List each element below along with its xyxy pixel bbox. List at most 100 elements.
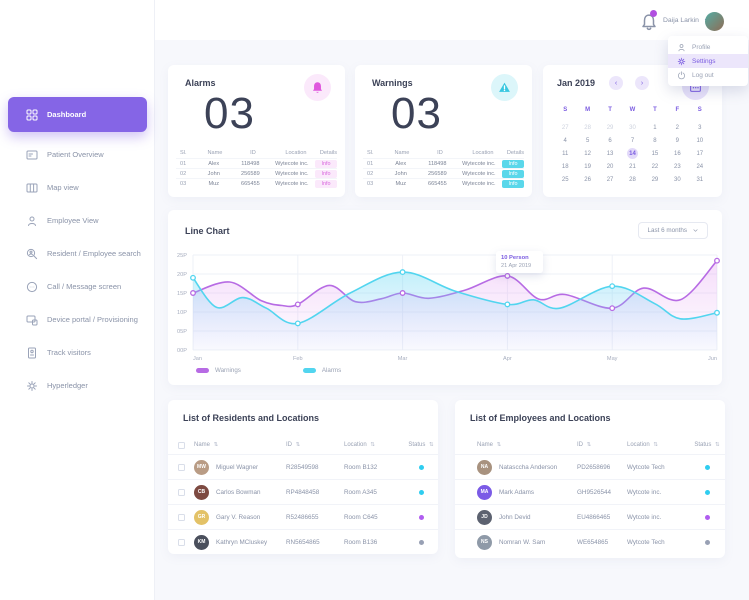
calendar-day[interactable]: 6 xyxy=(608,137,612,144)
calendar-day[interactable]: 30 xyxy=(629,124,636,131)
calendar-day[interactable]: 8 xyxy=(653,137,657,144)
mini-cell: Muz xyxy=(395,180,407,187)
select-all-checkbox[interactable] xyxy=(177,441,185,449)
calendar-day[interactable]: 27 xyxy=(606,176,614,183)
column-header-id[interactable]: ID ⇅ xyxy=(286,442,301,448)
row-checkbox[interactable] xyxy=(177,538,185,546)
details-cell: Info xyxy=(314,179,337,188)
calendar-day[interactable]: 29 xyxy=(651,176,659,183)
calendar-day[interactable]: 16 xyxy=(674,150,681,157)
menu-item-log-out[interactable]: Log out xyxy=(668,68,748,82)
user-avatar[interactable] xyxy=(705,12,724,31)
warnings-table: Sl. Name ID Location Details 01 Alex 118498 Wyte… xyxy=(363,148,524,188)
calendar-day[interactable]: 20 xyxy=(606,163,614,170)
calendar-next-button[interactable]: › xyxy=(635,76,649,90)
calendar-day[interactable]: 9 xyxy=(675,137,680,144)
calendar-day[interactable]: 1 xyxy=(653,124,657,131)
row-checkbox[interactable] xyxy=(177,513,185,521)
info-badge[interactable]: Info xyxy=(501,169,524,178)
mini-cell: 665455 xyxy=(428,180,447,187)
sort-icon[interactable]: ⇅ xyxy=(295,442,301,448)
info-badge[interactable]: Info xyxy=(501,159,524,168)
sidebar-item-track-visitors[interactable]: Track visitors xyxy=(0,336,155,369)
column-header-id[interactable]: ID ⇅ xyxy=(577,442,592,448)
calendar-day[interactable]: 27 xyxy=(561,124,569,131)
sidebar-item-dashboard[interactable]: Dashboard xyxy=(8,97,147,132)
calendar-day[interactable]: 13 xyxy=(606,150,614,157)
status-dot[interactable] xyxy=(418,514,424,520)
calendar-day[interactable]: 5 xyxy=(585,137,590,144)
status-dot[interactable] xyxy=(418,539,424,545)
row-checkbox[interactable] xyxy=(177,488,185,496)
column-header-status[interactable]: Status ⇅ xyxy=(689,442,725,448)
calendar-day[interactable]: 29 xyxy=(606,124,614,131)
info-badge[interactable]: Info xyxy=(501,179,524,188)
calendar-day[interactable]: 22 xyxy=(651,163,659,170)
calendar-day[interactable]: 31 xyxy=(696,176,704,183)
search-person-icon xyxy=(26,248,38,260)
calendar-day[interactable]: 18 xyxy=(561,163,569,170)
sidebar-item-employee-view[interactable]: Employee View xyxy=(0,204,155,237)
menu-item-profile[interactable]: Profile xyxy=(668,40,748,54)
sidebar-item-patient-overview[interactable]: Patient Overview xyxy=(0,138,155,171)
warnings-count: 03 xyxy=(391,89,442,138)
status-dot[interactable] xyxy=(418,464,424,470)
mini-col-header: Details xyxy=(319,150,337,156)
status-dot[interactable] xyxy=(704,514,710,520)
column-header-location[interactable]: Location ⇅ xyxy=(627,442,658,448)
sidebar-item-map-view[interactable]: Map view xyxy=(0,171,155,204)
column-header-location[interactable]: Location ⇅ xyxy=(344,442,375,448)
calendar-day[interactable]: 30 xyxy=(674,176,681,183)
sort-icon[interactable]: ⇅ xyxy=(496,442,502,448)
mini-cell: Wytecote inc. xyxy=(275,160,309,167)
info-badge[interactable]: Info xyxy=(314,169,337,178)
calendar-day[interactable]: 28 xyxy=(629,176,636,183)
calendar-day[interactable]: 12 xyxy=(584,150,591,157)
calendar-day[interactable]: 17 xyxy=(696,150,704,157)
column-header-name[interactable]: Name ⇅ xyxy=(194,442,219,448)
sort-icon[interactable]: ⇅ xyxy=(429,442,434,448)
calendar-day[interactable]: 21 xyxy=(629,163,636,170)
sort-icon[interactable]: ⇅ xyxy=(213,442,219,448)
status-dot[interactable] xyxy=(704,539,710,545)
calendar-day[interactable]: 24 xyxy=(696,163,704,170)
calendar-day[interactable]: 28 xyxy=(584,124,591,131)
column-header-status[interactable]: Status ⇅ xyxy=(404,442,438,448)
sidebar-item-resident-employee-search[interactable]: Resident / Employee search xyxy=(0,237,155,270)
row-checkbox[interactable] xyxy=(177,463,185,471)
sort-icon[interactable]: ⇅ xyxy=(586,442,592,448)
calendar-day[interactable]: 19 xyxy=(584,163,591,170)
calendar-day[interactable]: 7 xyxy=(630,137,635,144)
legend-item-warnings[interactable]: Warnings xyxy=(196,367,241,374)
calendar-day[interactable]: 2 xyxy=(675,124,680,131)
calendar-day[interactable]: 23 xyxy=(674,163,681,170)
sort-icon[interactable]: ⇅ xyxy=(715,442,720,448)
calendar-day[interactable]: 25 xyxy=(561,176,569,183)
calendar-day-selected[interactable]: 14 xyxy=(621,147,643,160)
sort-icon[interactable]: ⇅ xyxy=(653,442,658,448)
calendar-day[interactable]: 10 xyxy=(696,137,704,144)
sidebar-item-device-portal-provisioning[interactable]: Device portal / Provisioning xyxy=(0,303,155,336)
calendar-day[interactable]: 15 xyxy=(651,150,659,157)
info-badge[interactable]: Info xyxy=(314,159,337,168)
calendar-day[interactable]: 4 xyxy=(563,137,567,144)
column-header-name[interactable]: Name ⇅ xyxy=(477,442,502,448)
calendar-prev-button[interactable]: ‹ xyxy=(609,76,623,90)
mini-cell: 256589 xyxy=(428,170,447,177)
info-badge[interactable]: Info xyxy=(314,179,337,188)
status-dot[interactable] xyxy=(418,489,424,495)
calendar-day[interactable]: 26 xyxy=(584,176,591,183)
y-axis-tick: 25P xyxy=(177,253,187,259)
status-dot[interactable] xyxy=(704,489,710,495)
menu-item-settings[interactable]: Settings xyxy=(668,54,748,68)
sidebar-item-hyperledger[interactable]: Hyperledger xyxy=(0,369,155,402)
calendar-day[interactable]: 3 xyxy=(698,124,702,131)
table-row: NS Nomran W. Sam WE654865 Wytcote Tech xyxy=(455,529,725,554)
sort-icon[interactable]: ⇅ xyxy=(370,442,375,448)
calendar-day[interactable]: 11 xyxy=(562,150,569,157)
sidebar-item-call-message-screen[interactable]: Call / Message screen xyxy=(0,270,155,303)
range-selector[interactable]: Last 6 months xyxy=(638,222,708,239)
legend-item-alarms[interactable]: Alarms xyxy=(302,367,341,374)
status-dot[interactable] xyxy=(704,464,710,470)
